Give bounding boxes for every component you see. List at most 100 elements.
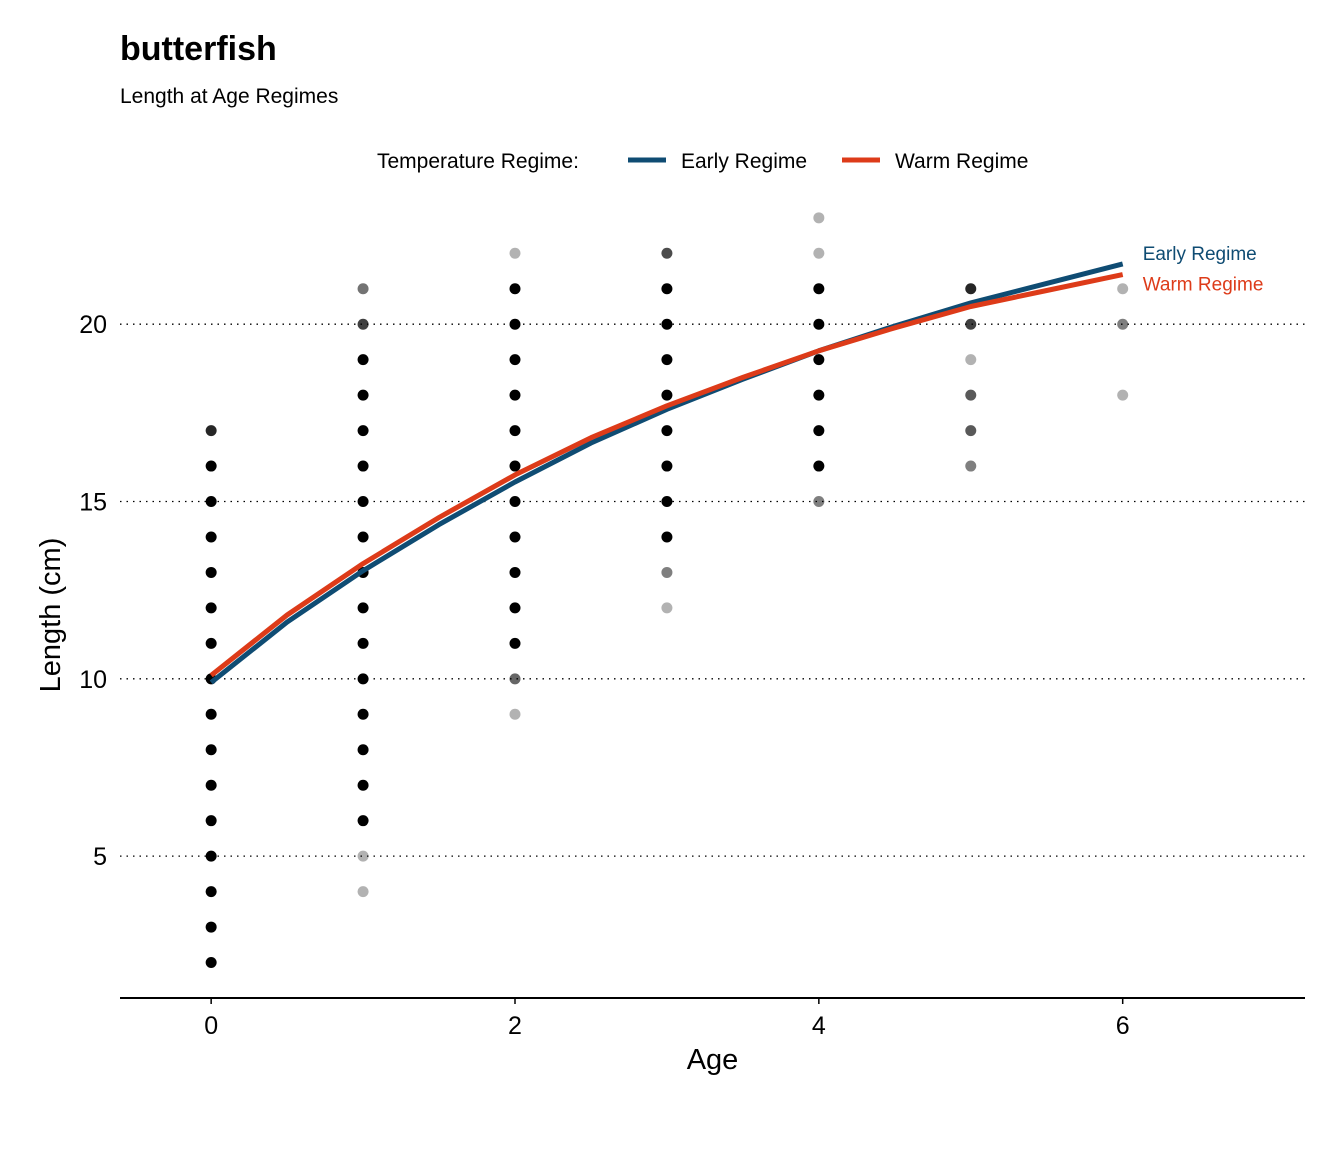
data-point xyxy=(661,247,673,259)
data-point xyxy=(661,425,673,437)
data-point xyxy=(965,354,977,366)
data-point xyxy=(813,283,825,295)
chart-title: butterfish xyxy=(120,30,277,68)
x-tick-label: 4 xyxy=(812,1012,826,1040)
data-point xyxy=(357,815,369,827)
data-point xyxy=(813,389,825,401)
data-point xyxy=(965,389,977,401)
series-line-warm-regime xyxy=(209,272,1124,678)
data-point xyxy=(357,850,369,862)
data-point xyxy=(357,531,369,543)
series-end-label-warm-regime: Warm Regime xyxy=(1143,275,1264,296)
data-point xyxy=(661,602,673,614)
data-point xyxy=(965,283,977,295)
data-point xyxy=(661,318,673,330)
data-point xyxy=(205,815,217,827)
data-point xyxy=(205,744,217,756)
data-point xyxy=(509,247,521,259)
data-point xyxy=(509,602,521,614)
data-point xyxy=(813,460,825,472)
data-point xyxy=(357,637,369,649)
data-point xyxy=(509,566,521,578)
data-point xyxy=(661,283,673,295)
series-line-early-regime xyxy=(209,261,1124,685)
data-point xyxy=(357,318,369,330)
data-point xyxy=(205,531,217,543)
data-point xyxy=(813,318,825,330)
data-point xyxy=(205,425,217,437)
data-point xyxy=(357,673,369,685)
data-point xyxy=(509,496,521,508)
data-point xyxy=(205,921,217,933)
data-point xyxy=(965,318,977,330)
data-point xyxy=(1117,389,1129,401)
x-tick-label: 0 xyxy=(204,1012,218,1040)
gridlines xyxy=(120,323,1305,857)
data-point xyxy=(205,460,217,472)
data-point xyxy=(661,460,673,472)
y-tick-label: 20 xyxy=(79,311,107,339)
data-point xyxy=(357,602,369,614)
y-tick-label: 15 xyxy=(79,489,107,517)
series-end-label-early-regime: Early Regime xyxy=(1143,244,1257,265)
data-point xyxy=(965,460,977,472)
data-point xyxy=(357,779,369,791)
legend-label-warm: Warm Regime xyxy=(895,150,1028,173)
data-point xyxy=(813,496,825,508)
scatter-points xyxy=(205,212,1129,969)
data-point xyxy=(509,531,521,543)
data-point xyxy=(813,212,825,224)
data-point xyxy=(205,779,217,791)
data-point xyxy=(205,602,217,614)
data-point xyxy=(357,708,369,720)
data-point xyxy=(205,496,217,508)
data-point xyxy=(509,389,521,401)
y-tick-label: 5 xyxy=(93,843,107,871)
data-point xyxy=(509,354,521,366)
data-point xyxy=(509,708,521,720)
data-point xyxy=(509,460,521,472)
data-point xyxy=(205,886,217,898)
data-point xyxy=(205,637,217,649)
data-point xyxy=(357,744,369,756)
data-point xyxy=(661,354,673,366)
x-axis-label: Age xyxy=(687,1044,739,1076)
data-point xyxy=(357,425,369,437)
y-tick-label: 10 xyxy=(79,666,107,694)
data-point xyxy=(205,850,217,862)
data-point xyxy=(509,637,521,649)
legend-title: Temperature Regime: xyxy=(377,150,579,173)
data-point xyxy=(509,425,521,437)
data-point xyxy=(205,708,217,720)
y-axis-label: Length (cm) xyxy=(35,538,67,693)
data-point xyxy=(813,354,825,366)
data-point xyxy=(965,425,977,437)
data-point xyxy=(357,496,369,508)
data-point xyxy=(509,318,521,330)
data-point xyxy=(205,566,217,578)
series-lines xyxy=(209,261,1124,685)
data-point xyxy=(661,389,673,401)
data-point xyxy=(1117,283,1129,295)
data-point xyxy=(357,460,369,472)
legend: Temperature Regime: Early Regime Warm Re… xyxy=(377,150,1028,173)
data-point xyxy=(1117,318,1129,330)
data-point xyxy=(509,283,521,295)
data-point xyxy=(813,247,825,259)
legend-label-early: Early Regime xyxy=(681,150,807,173)
data-point xyxy=(357,886,369,898)
x-tick-label: 6 xyxy=(1116,1012,1130,1040)
data-point xyxy=(509,673,521,685)
axes: 0 2 4 6 5 10 15 20 Age Length (cm) xyxy=(35,311,1305,1076)
chart-subtitle: Length at Age Regimes xyxy=(120,85,339,108)
series-end-labels: Early Regime Warm Regime xyxy=(1143,244,1264,296)
x-tick-label: 2 xyxy=(508,1012,522,1040)
data-point xyxy=(661,531,673,543)
data-point xyxy=(357,283,369,295)
data-point xyxy=(205,957,217,969)
data-point xyxy=(661,566,673,578)
data-point xyxy=(661,496,673,508)
data-point xyxy=(813,425,825,437)
data-point xyxy=(357,389,369,401)
